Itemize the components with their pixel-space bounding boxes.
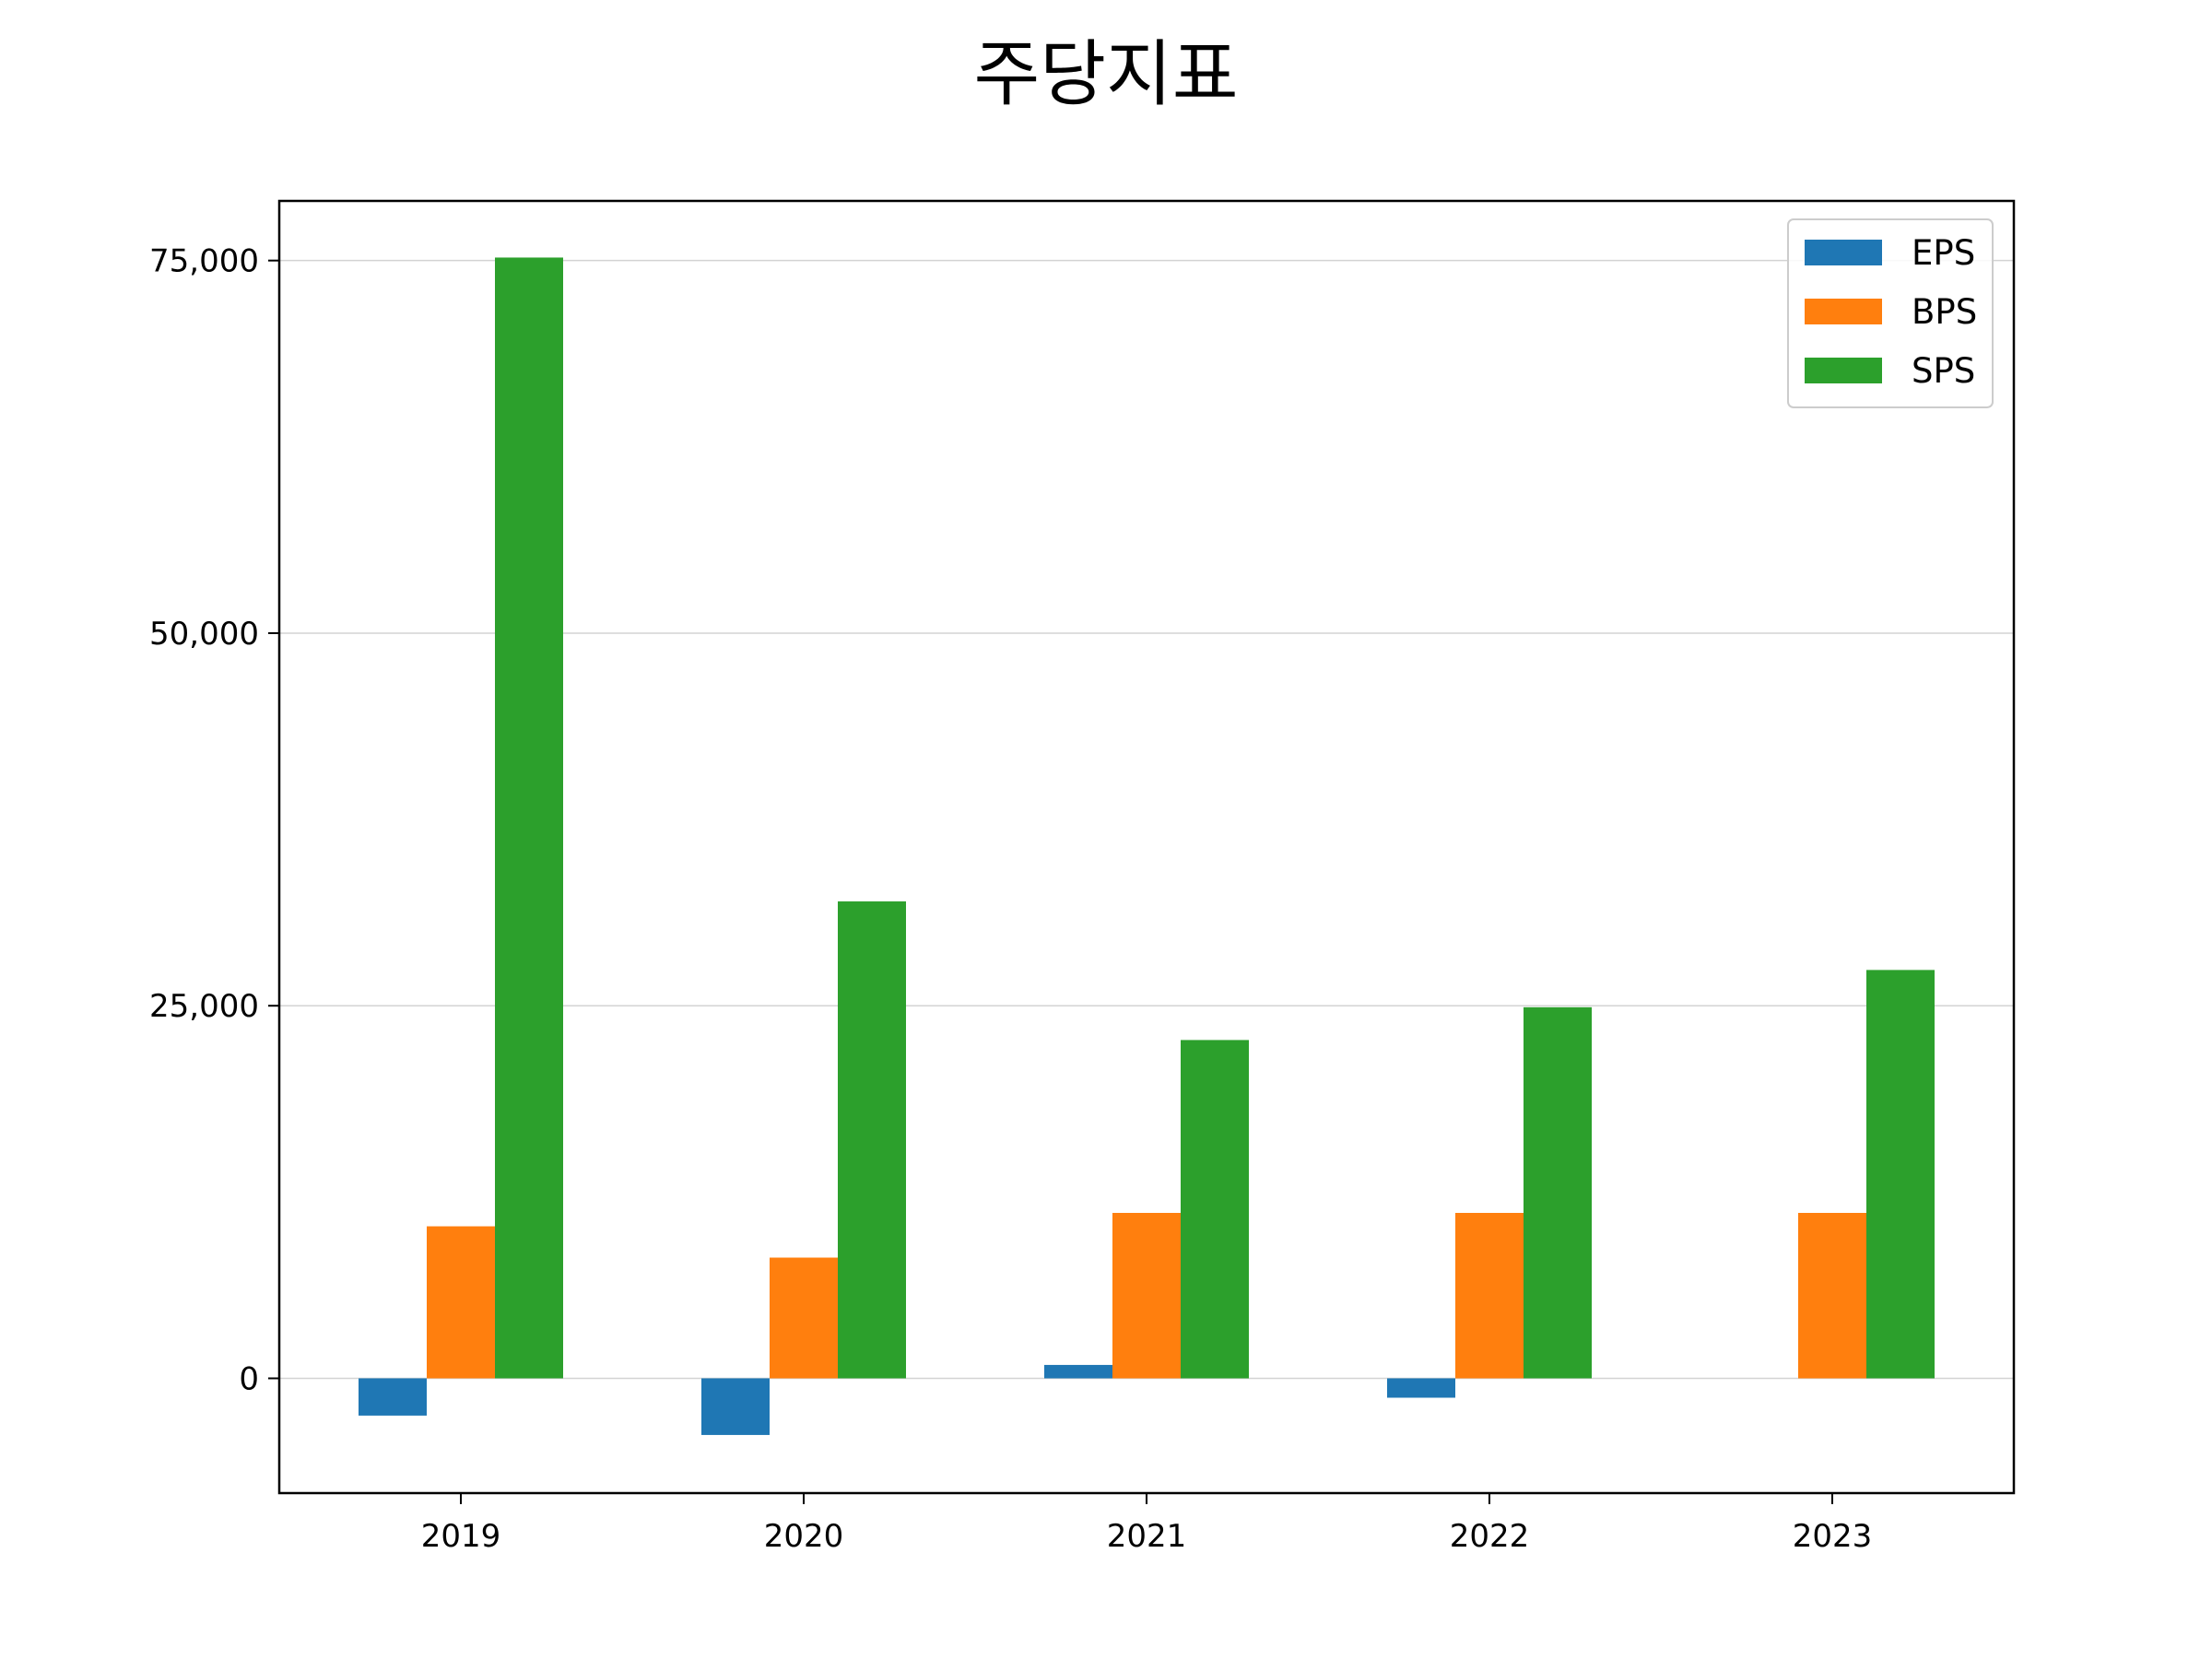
bar-sps-2021 xyxy=(1181,1040,1249,1379)
x-tick-label: 2023 xyxy=(1793,1518,1873,1555)
bar-eps-2019 xyxy=(359,1378,427,1416)
bars xyxy=(359,257,1935,1435)
bar-sps-2022 xyxy=(1524,1006,1592,1379)
bar-bps-2020 xyxy=(770,1257,838,1379)
legend: EPS BPS SPS xyxy=(1787,218,1994,408)
bar-sps-2020 xyxy=(838,901,906,1379)
legend-swatch-eps xyxy=(1805,240,1882,265)
y-axis: 0 25,000 50,000 75,000 xyxy=(149,243,279,1397)
legend-swatch-sps xyxy=(1805,358,1882,383)
x-tick-label: 2022 xyxy=(1450,1518,1530,1555)
bar-bps-2023 xyxy=(1798,1212,1866,1379)
y-tick-label: 50,000 xyxy=(149,616,259,653)
bar-bps-2022 xyxy=(1455,1212,1524,1379)
y-tick-label: 25,000 xyxy=(149,988,259,1025)
legend-label-eps: EPS xyxy=(1912,233,1975,273)
legend-swatch-bps xyxy=(1805,299,1882,324)
chart-title: 주당지표 xyxy=(973,33,1239,116)
x-tick-label: 2019 xyxy=(421,1518,501,1555)
legend-label-sps: SPS xyxy=(1912,351,1975,391)
bar-eps-2020 xyxy=(701,1378,770,1435)
bar-sps-2019 xyxy=(495,257,563,1379)
x-tick-label: 2020 xyxy=(764,1518,844,1555)
legend-label-bps: BPS xyxy=(1912,292,1977,332)
grid-lines xyxy=(279,259,2014,1380)
bar-eps-2021 xyxy=(1044,1364,1112,1379)
y-tick-label: 75,000 xyxy=(149,243,259,280)
bar-bps-2019 xyxy=(427,1226,495,1379)
bar-eps-2022 xyxy=(1387,1378,1455,1398)
y-tick-label: 0 xyxy=(239,1360,259,1397)
x-axis: 2019 2020 2021 2022 2023 xyxy=(421,1493,1873,1555)
bar-sps-2023 xyxy=(1866,970,1935,1379)
bar-bps-2021 xyxy=(1112,1212,1181,1379)
x-tick-label: 2021 xyxy=(1107,1518,1187,1555)
